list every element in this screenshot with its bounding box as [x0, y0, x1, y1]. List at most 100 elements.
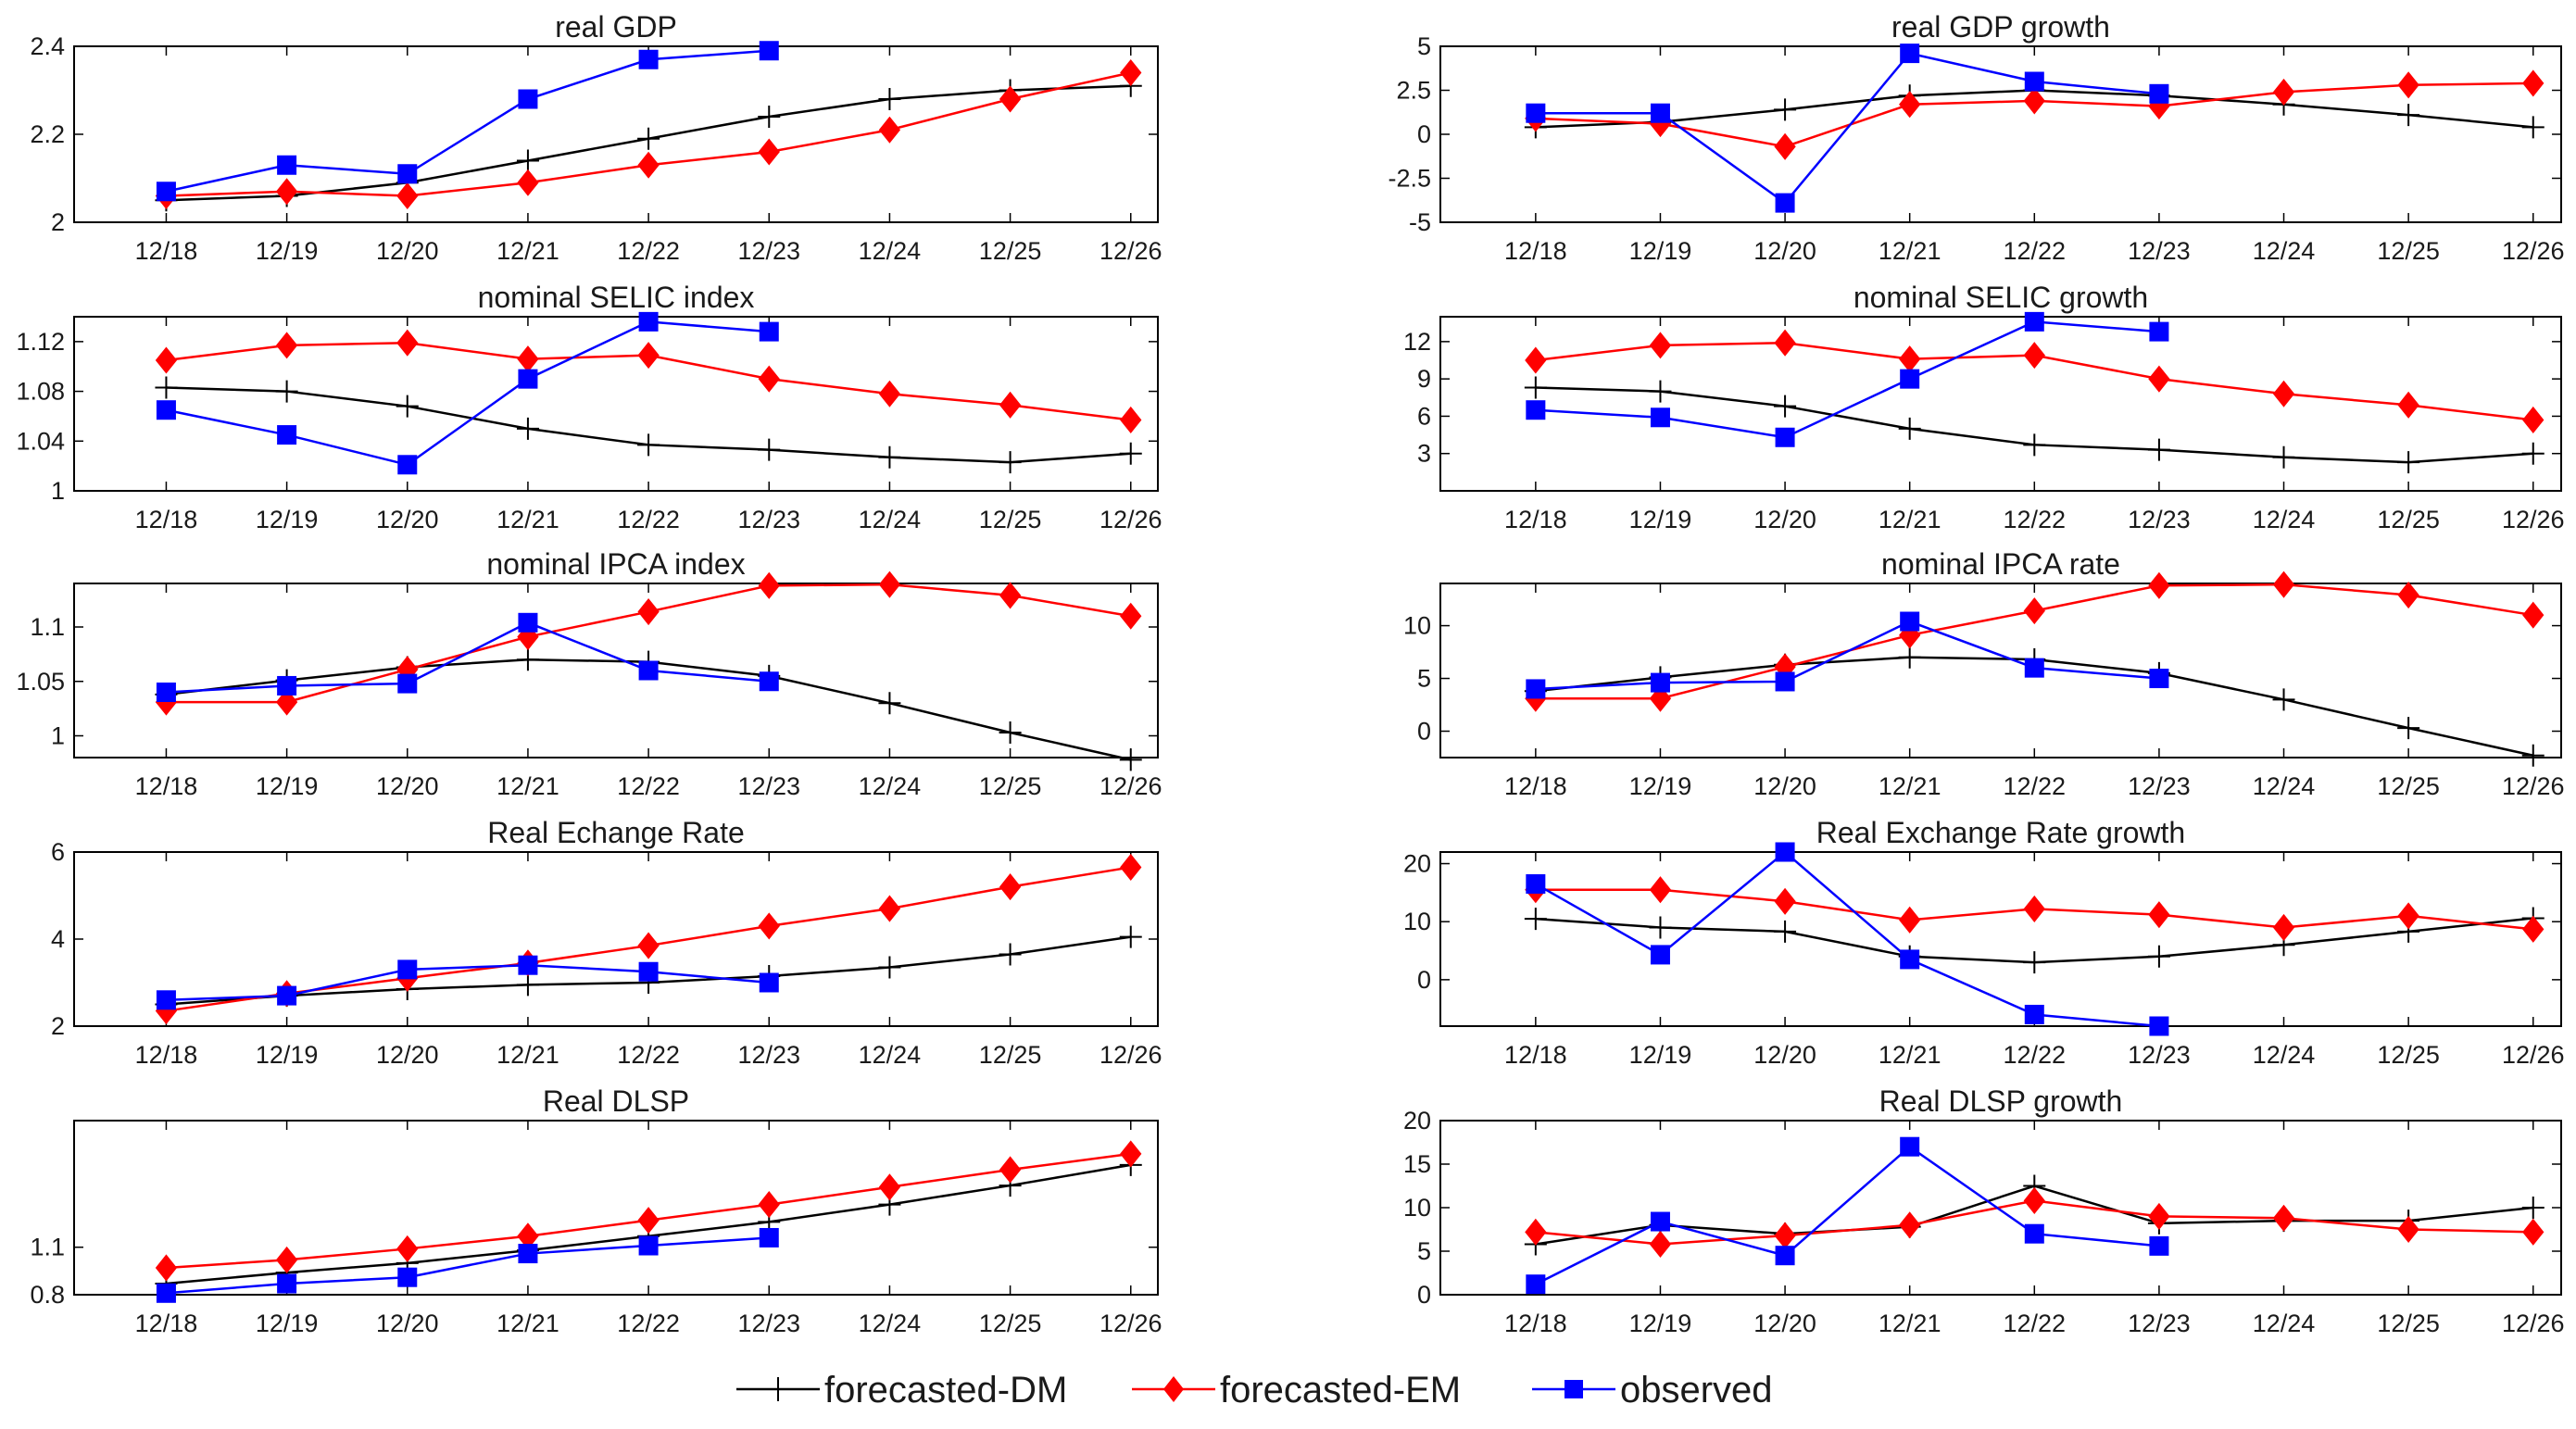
- x-tick-label: 12/18: [135, 237, 198, 265]
- x-tick-label: 12/24: [859, 1041, 922, 1069]
- series-line-observed: [1535, 320, 2160, 439]
- x-tick-label: 12/23: [2128, 1310, 2191, 1337]
- point-forecasted-dm: [2521, 1197, 2545, 1219]
- chart-title: Real DLSP growth: [1879, 1084, 2123, 1118]
- x-tick-label: 12/26: [2502, 506, 2565, 533]
- x-tick-label: 12/25: [979, 506, 1042, 533]
- point-forecasted-em: [878, 895, 901, 922]
- y-tick-label: 1.05: [16, 668, 65, 696]
- point-forecasted-dm: [2023, 433, 2046, 457]
- point-forecasted-em: [155, 346, 178, 374]
- point-forecasted-em: [637, 342, 660, 370]
- point-forecasted-em: [517, 169, 539, 196]
- x-tick-label: 12/22: [2004, 772, 2067, 800]
- y-tick-label: 2.4: [30, 32, 65, 60]
- chart-real-gdp-growth: real GDP growth -5 -2.5 0 2.5 5 12/18 12/19 12/2…: [1388, 10, 2564, 265]
- point-observed: [277, 675, 297, 696]
- point-observed: [1900, 369, 1920, 389]
- y-tick-label: 5: [1417, 32, 1431, 60]
- legend-label: forecasted-DM: [824, 1370, 1067, 1410]
- legend-marker: [1564, 1380, 1583, 1398]
- point-observed: [2024, 658, 2044, 678]
- point-observed: [1650, 945, 1670, 965]
- x-tick-label: 12/20: [376, 1310, 439, 1337]
- point-forecasted-dm: [1774, 920, 1797, 943]
- point-forecasted-em: [2522, 69, 2545, 97]
- x-tick-label: 12/20: [376, 237, 439, 265]
- point-forecasted-em: [999, 1156, 1022, 1184]
- point-forecasted-em: [758, 912, 780, 940]
- point-forecasted-em: [396, 329, 419, 357]
- point-forecasted-em: [999, 85, 1022, 113]
- point-forecasted-dm: [1524, 376, 1547, 399]
- point-forecasted-em: [2397, 1215, 2419, 1244]
- chart-nominal-selic-index: nominal SELIC index 1 1.04 1.08 1.12 12/18 12/…: [16, 281, 1162, 533]
- point-observed: [277, 155, 297, 175]
- y-tick-label: 3: [1417, 440, 1431, 468]
- point-observed: [156, 990, 176, 1010]
- point-observed: [397, 164, 418, 184]
- point-observed: [638, 311, 659, 332]
- point-forecasted-em: [1649, 1230, 1672, 1259]
- series-line-observed: [1535, 850, 2160, 1028]
- point-forecasted-em: [1120, 1140, 1142, 1168]
- point-forecasted-em: [2148, 571, 2170, 599]
- plot-frame: [1439, 583, 2562, 758]
- point-observed: [1650, 407, 1670, 428]
- point-observed: [1526, 400, 1546, 420]
- x-tick-label: 12/18: [1504, 772, 1567, 800]
- x-tick-label: 12/21: [1879, 506, 1941, 533]
- x-tick-label: 12/21: [496, 772, 559, 800]
- point-forecasted-dm: [2397, 451, 2420, 474]
- x-tick-label: 12/25: [2377, 1310, 2440, 1337]
- x-tick-label: 12/24: [859, 506, 922, 533]
- legend-marker: [1163, 1376, 1184, 1402]
- point-forecasted-em: [637, 932, 660, 959]
- y-tick-label: 2: [51, 208, 65, 236]
- point-observed: [1526, 873, 1546, 894]
- point-forecasted-dm: [1119, 442, 1142, 465]
- x-tick-label: 12/24: [2253, 1041, 2316, 1069]
- point-observed: [638, 660, 659, 681]
- chart-nominal-selic-growth: nominal SELIC growth 3 6 9 12 12/18 12/19 12/20…: [1403, 281, 2565, 533]
- x-tick-label: 12/26: [1100, 1310, 1162, 1337]
- point-observed: [518, 612, 538, 633]
- y-tick-label: 6: [1417, 402, 1431, 430]
- point-forecasted-em: [999, 582, 1022, 609]
- point-observed: [1900, 949, 1920, 970]
- point-forecasted-em: [2272, 380, 2295, 407]
- y-tick-label: 4: [51, 925, 65, 953]
- point-forecasted-em: [2397, 391, 2419, 419]
- plot-frame: [73, 1120, 1159, 1296]
- point-forecasted-em: [758, 365, 780, 393]
- point-forecasted-dm: [637, 127, 660, 150]
- point-forecasted-dm: [275, 380, 298, 403]
- x-tick-label: 12/20: [376, 1041, 439, 1069]
- point-observed: [2149, 321, 2169, 342]
- series-line-observed: [166, 1236, 770, 1295]
- y-tick-label: -2.5: [1388, 165, 1431, 193]
- x-tick-label: 12/25: [979, 772, 1042, 800]
- point-observed: [1650, 1211, 1670, 1232]
- legend-item-forecasted-dm: forecasted-DM: [736, 1370, 1067, 1410]
- point-observed: [1900, 611, 1920, 632]
- point-observed: [638, 1235, 659, 1256]
- point-forecasted-em: [1774, 887, 1796, 915]
- point-forecasted-em: [2522, 601, 2545, 629]
- point-forecasted-em: [999, 391, 1022, 419]
- y-tick-label: 0: [1417, 120, 1431, 148]
- point-forecasted-dm: [999, 721, 1022, 744]
- x-tick-label: 12/22: [617, 506, 680, 533]
- point-forecasted-dm: [999, 943, 1022, 966]
- x-tick-label: 12/25: [2377, 1041, 2440, 1069]
- point-forecasted-em: [2023, 87, 2045, 115]
- y-tick-label: 20: [1403, 850, 1431, 878]
- point-forecasted-dm: [758, 106, 781, 128]
- x-tick-label: 12/23: [2128, 506, 2191, 533]
- x-tick-label: 12/19: [1629, 506, 1692, 533]
- y-tick-label: 5: [1417, 1237, 1431, 1265]
- point-forecasted-dm: [2147, 945, 2170, 968]
- point-forecasted-em: [1774, 132, 1796, 160]
